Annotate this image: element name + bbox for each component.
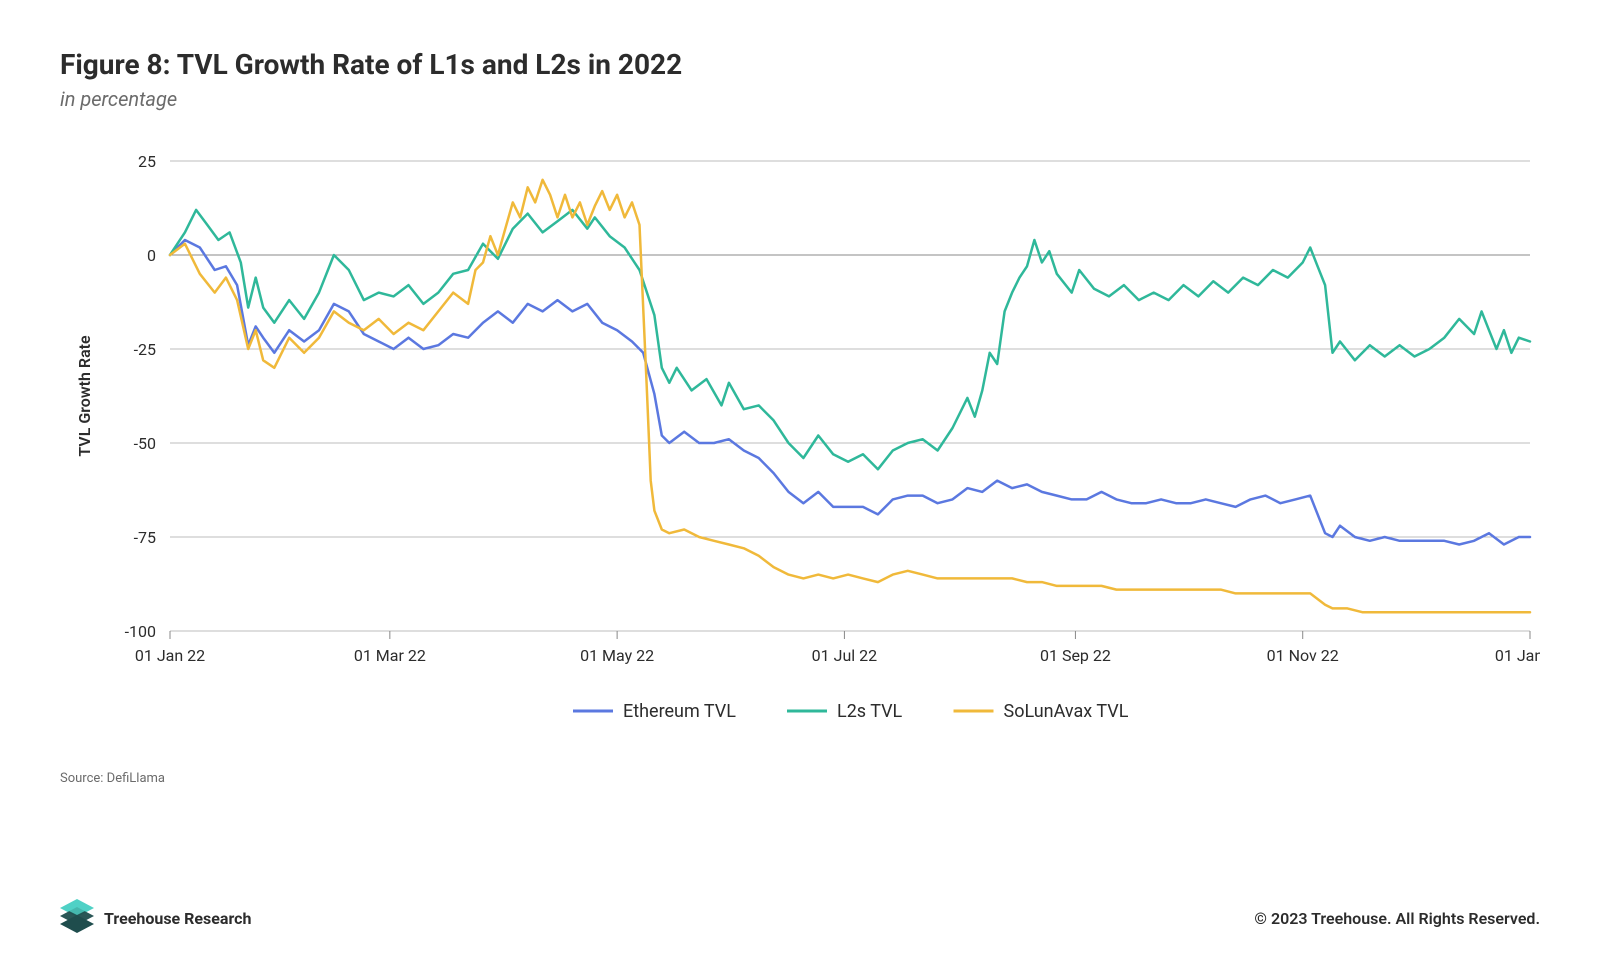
brand-block: Treehouse Research — [60, 899, 251, 937]
legend-label: SoLunAvax TVL — [1004, 701, 1129, 722]
source-prefix: Source: — [60, 771, 107, 786]
x-tick-label: 01 Nov 22 — [1267, 646, 1339, 665]
y-tick-label: 0 — [147, 246, 156, 265]
x-tick-label: 01 May 22 — [580, 646, 654, 665]
legend-label: Ethereum TVL — [623, 701, 736, 722]
brand-name: Treehouse Research — [104, 909, 251, 928]
footer: Treehouse Research © 2023 Treehouse. All… — [60, 899, 1540, 937]
line-chart: -100 -75 -50 -25 0 25 TVL Growth Rate 01 Jan 22… — [60, 151, 1540, 741]
y-tick-label: -75 — [134, 528, 156, 547]
x-tick-label: 01 Jan 22 — [135, 646, 205, 665]
x-tick-label: 01 Sep 22 — [1040, 646, 1111, 665]
x-tick-label: 01 Jan 23 — [1495, 646, 1540, 665]
y-axis-label: TVL Growth Rate — [75, 335, 94, 457]
x-tick-label: 01 Jul 22 — [812, 646, 877, 665]
x-tick-label: 01 Mar 22 — [354, 646, 426, 665]
series-line — [170, 180, 1530, 612]
page: Figure 8: TVL Growth Rate of L1s and L2s… — [0, 0, 1600, 977]
chart-subtitle: in percentage — [60, 87, 1540, 111]
legend-label: L2s TVL — [837, 701, 903, 722]
copyright-text: © 2023 Treehouse. All Rights Reserved. — [1254, 909, 1540, 928]
y-tick-label: -100 — [125, 622, 156, 641]
y-tick-label: -25 — [134, 340, 156, 359]
y-tick-label: 25 — [138, 152, 156, 171]
source-label: Source: DefiLlama — [60, 771, 1540, 786]
chart-title: Figure 8: TVL Growth Rate of L1s and L2s… — [60, 48, 1540, 81]
y-tick-label: -50 — [134, 434, 156, 453]
treehouse-logo-icon — [60, 899, 94, 937]
chart-container: -100 -75 -50 -25 0 25 TVL Growth Rate 01 Jan 22… — [60, 151, 1540, 741]
source-name: DefiLlama — [107, 771, 165, 786]
